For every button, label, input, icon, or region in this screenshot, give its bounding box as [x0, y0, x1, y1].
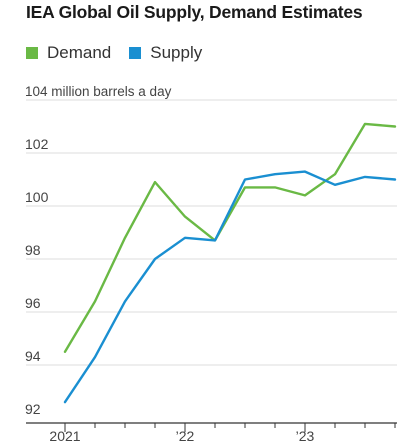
legend-item-supply: Supply — [129, 43, 202, 63]
legend-label-supply: Supply — [150, 43, 203, 62]
legend-swatch-demand — [26, 47, 38, 59]
y-axis-labels: 92 94 96 98 100 102 104 million barrels a day — [25, 84, 172, 417]
x-axis: 2021 ’22 ’23 — [26, 422, 397, 444]
legend: Demand Supply — [26, 43, 220, 63]
legend-swatch-supply — [129, 47, 142, 59]
series-line-supply — [63, 170, 397, 404]
gridlines — [26, 99, 397, 366]
x-tick-label-23: ’23 — [296, 428, 315, 444]
y-tick-label-92: 92 — [25, 401, 41, 417]
legend-item-demand: Demand — [26, 43, 111, 63]
y-tick-label-96: 96 — [25, 295, 41, 311]
series-lines — [63, 122, 397, 404]
x-tick-label-2021: 2021 — [49, 428, 80, 444]
chart-title: IEA Global Oil Supply, Demand Estimates — [26, 2, 363, 22]
y-tick-label-98: 98 — [25, 242, 41, 258]
y-tick-label-104: 104 million barrels a day — [25, 84, 172, 99]
y-tick-label-100: 100 — [25, 189, 49, 205]
legend-label-demand: Demand — [47, 43, 112, 62]
y-tick-label-94: 94 — [25, 348, 41, 364]
series-line-demand — [63, 122, 397, 353]
x-tick-label-22: ’22 — [176, 428, 195, 444]
y-tick-label-102: 102 — [25, 136, 49, 152]
